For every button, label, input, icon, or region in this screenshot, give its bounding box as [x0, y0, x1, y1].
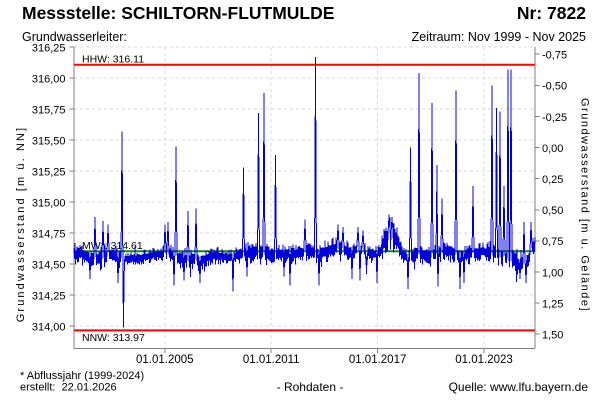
- svg-text:Quelle: www.lfu.bayern.de: Quelle: www.lfu.bayern.de: [449, 380, 589, 394]
- svg-text:316,25: 316,25: [32, 42, 66, 54]
- svg-text:HHW: 316.11: HHW: 316.11: [82, 54, 144, 66]
- svg-text:Grundwasserleiter:: Grundwasserleiter:: [22, 30, 127, 44]
- svg-text:NNW: 313.97: NNW: 313.97: [82, 332, 145, 344]
- svg-text:314,25: 314,25: [32, 290, 66, 302]
- svg-text:Grundwasserstand [m u. Gelände: Grundwasserstand [m u. Gelände]: [579, 98, 591, 312]
- svg-text:1,50: 1,50: [542, 330, 563, 342]
- svg-text:MW*: 314.61: MW*: 314.61: [82, 240, 143, 252]
- svg-text:erstellt: 22.01.2026: erstellt: 22.01.2026: [20, 382, 117, 394]
- svg-text:0,25: 0,25: [542, 174, 563, 186]
- svg-text:01.01.2017: 01.01.2017: [349, 354, 407, 366]
- svg-text:01.01.2011: 01.01.2011: [243, 354, 300, 366]
- svg-text:Nr: 7822: Nr: 7822: [517, 3, 586, 23]
- svg-text:316,00: 316,00: [32, 73, 66, 85]
- svg-text:314,75: 314,75: [32, 228, 66, 240]
- svg-text:315,50: 315,50: [32, 135, 66, 147]
- svg-text:Zeitraum: Nov 1999 - Nov 2025: Zeitraum: Nov 1999 - Nov 2025: [412, 30, 586, 44]
- svg-text:1,00: 1,00: [542, 267, 563, 279]
- svg-text:- Rohdaten -: - Rohdaten -: [277, 380, 344, 394]
- svg-text:1,25: 1,25: [542, 298, 563, 310]
- svg-text:Messstelle: SCHILTORN-FLUTMULD: Messstelle: SCHILTORN-FLUTMULDE: [22, 3, 334, 23]
- svg-text:01.01.2005: 01.01.2005: [136, 354, 194, 366]
- svg-text:0,75: 0,75: [542, 236, 563, 248]
- svg-text:-0,75: -0,75: [542, 50, 567, 62]
- svg-text:0,50: 0,50: [542, 205, 563, 217]
- svg-text:314,00: 314,00: [32, 321, 66, 333]
- svg-text:0,00: 0,00: [542, 143, 563, 155]
- svg-text:-0,25: -0,25: [542, 112, 567, 124]
- svg-text:* Abflussjahr (1999-2024): * Abflussjahr (1999-2024): [20, 370, 144, 382]
- svg-text:315,25: 315,25: [32, 166, 66, 178]
- svg-text:315,00: 315,00: [32, 197, 66, 209]
- svg-text:01.01.2023: 01.01.2023: [455, 354, 513, 366]
- svg-text:-0,50: -0,50: [542, 81, 567, 93]
- svg-text:315,75: 315,75: [32, 104, 66, 116]
- svg-text:Grundwasserstand [m ü. NN]: Grundwasserstand [m ü. NN]: [15, 126, 27, 322]
- svg-text:314,50: 314,50: [32, 259, 66, 271]
